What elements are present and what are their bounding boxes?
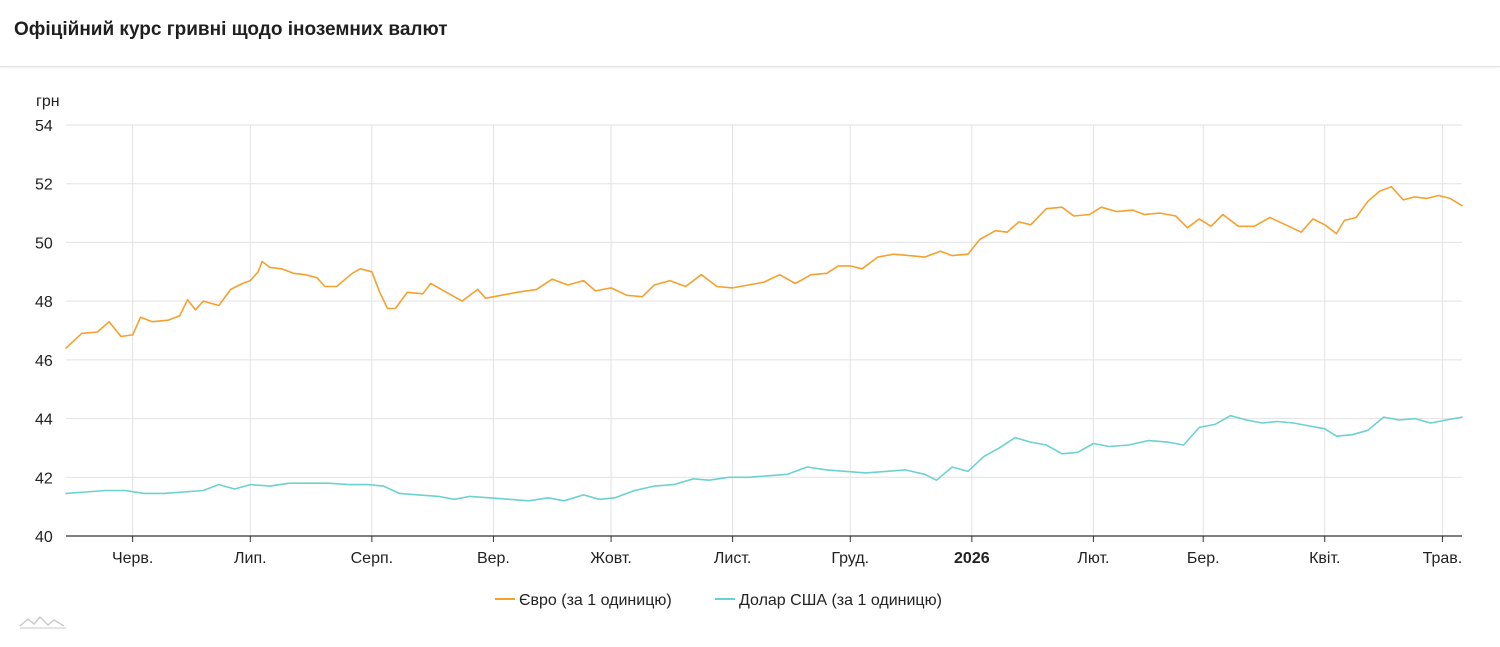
legend-item-label[interactable]: Долар США (за 1 одиницю) bbox=[739, 592, 942, 609]
y-tick-label: 42 bbox=[35, 470, 53, 487]
y-axis-label: грн bbox=[36, 93, 60, 110]
chart-grid bbox=[66, 124, 1462, 536]
series-line-0 bbox=[65, 185, 1463, 349]
legend-item-label[interactable]: Євро (за 1 одиницю) bbox=[519, 592, 672, 609]
y-tick-label: 48 bbox=[35, 294, 53, 311]
y-tick-label: 40 bbox=[35, 529, 53, 546]
y-tick-label: 52 bbox=[35, 177, 53, 194]
x-tick-label: Лют. bbox=[1077, 550, 1109, 567]
x-tick-label: Черв. bbox=[112, 550, 153, 567]
y-tick-label: 46 bbox=[35, 353, 53, 370]
y-tick-label: 54 bbox=[35, 118, 53, 135]
series-line-1 bbox=[65, 414, 1463, 502]
x-tick-label: Лист. bbox=[714, 550, 751, 567]
x-tick-label: Вер. bbox=[477, 550, 510, 567]
chart-legend[interactable]: Євро (за 1 одиницю) Долар США (за 1 одини… bbox=[495, 592, 942, 609]
chart-series bbox=[65, 185, 1463, 502]
x-tick-label: 2026 bbox=[954, 550, 990, 567]
page-title: Офіційний курс гривні щодо іноземних вал… bbox=[14, 19, 448, 40]
chart-header: Офіційний курс гривні щодо іноземних вал… bbox=[0, 0, 1500, 67]
chart-axes: 40 42 44 46 48 50 52 54 Черв. Лип. Серп. Вер. Жовт. Л… bbox=[35, 118, 1462, 567]
x-tick-label: Бер. bbox=[1187, 550, 1220, 567]
logo-icon bbox=[19, 615, 66, 629]
y-tick-label: 44 bbox=[35, 412, 53, 429]
x-tick-label: Лип. bbox=[234, 550, 267, 567]
x-tick-label: Трав. bbox=[1423, 550, 1463, 567]
x-tick-label: Жовт. bbox=[590, 550, 632, 567]
x-tick-label: Груд. bbox=[831, 550, 869, 567]
y-tick-label: 50 bbox=[35, 235, 53, 252]
x-tick-label: Квіт. bbox=[1309, 550, 1340, 567]
x-tick-label: Серп. bbox=[351, 550, 393, 567]
